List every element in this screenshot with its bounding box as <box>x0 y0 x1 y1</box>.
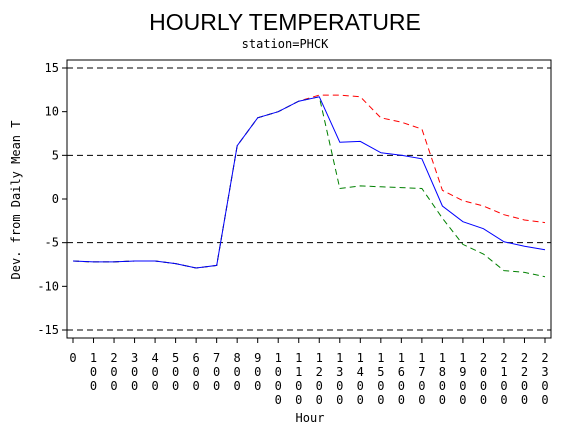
chart-subtitle: station=PHCK <box>242 37 329 51</box>
plot-frame <box>66 59 552 339</box>
y-tick-label: 15 <box>45 61 59 75</box>
y-tick-label: -5 <box>45 236 59 250</box>
series-line <box>72 96 546 269</box>
reference-lines <box>67 67 551 331</box>
y-axis: 15 10 5 0 -5 -10 -15 <box>37 61 67 337</box>
x-tick-label: 0 <box>69 351 76 365</box>
series-line <box>72 96 546 278</box>
y-tick-label: 5 <box>52 148 59 162</box>
series-line <box>72 94 546 269</box>
y-axis-label: Dev. from Daily Mean T <box>9 121 23 280</box>
chart-title: HOURLY TEMPERATURE <box>149 9 421 35</box>
x-axis: 0 1 0 0 2 0 0 3 0 0 4 0 0 5 0 0 6 0 0 7 0 0 8 0 0 9 0 0 1 0 0 0 1 1 0 0 1 2 0 0… <box>69 338 549 407</box>
y-tick-label: -15 <box>37 323 59 337</box>
series-lines <box>72 94 546 278</box>
y-tick-label: -10 <box>37 279 59 293</box>
y-tick-label: 0 <box>52 192 59 206</box>
y-tick-label: 10 <box>45 105 59 119</box>
x-axis-label: Hour <box>296 411 325 425</box>
